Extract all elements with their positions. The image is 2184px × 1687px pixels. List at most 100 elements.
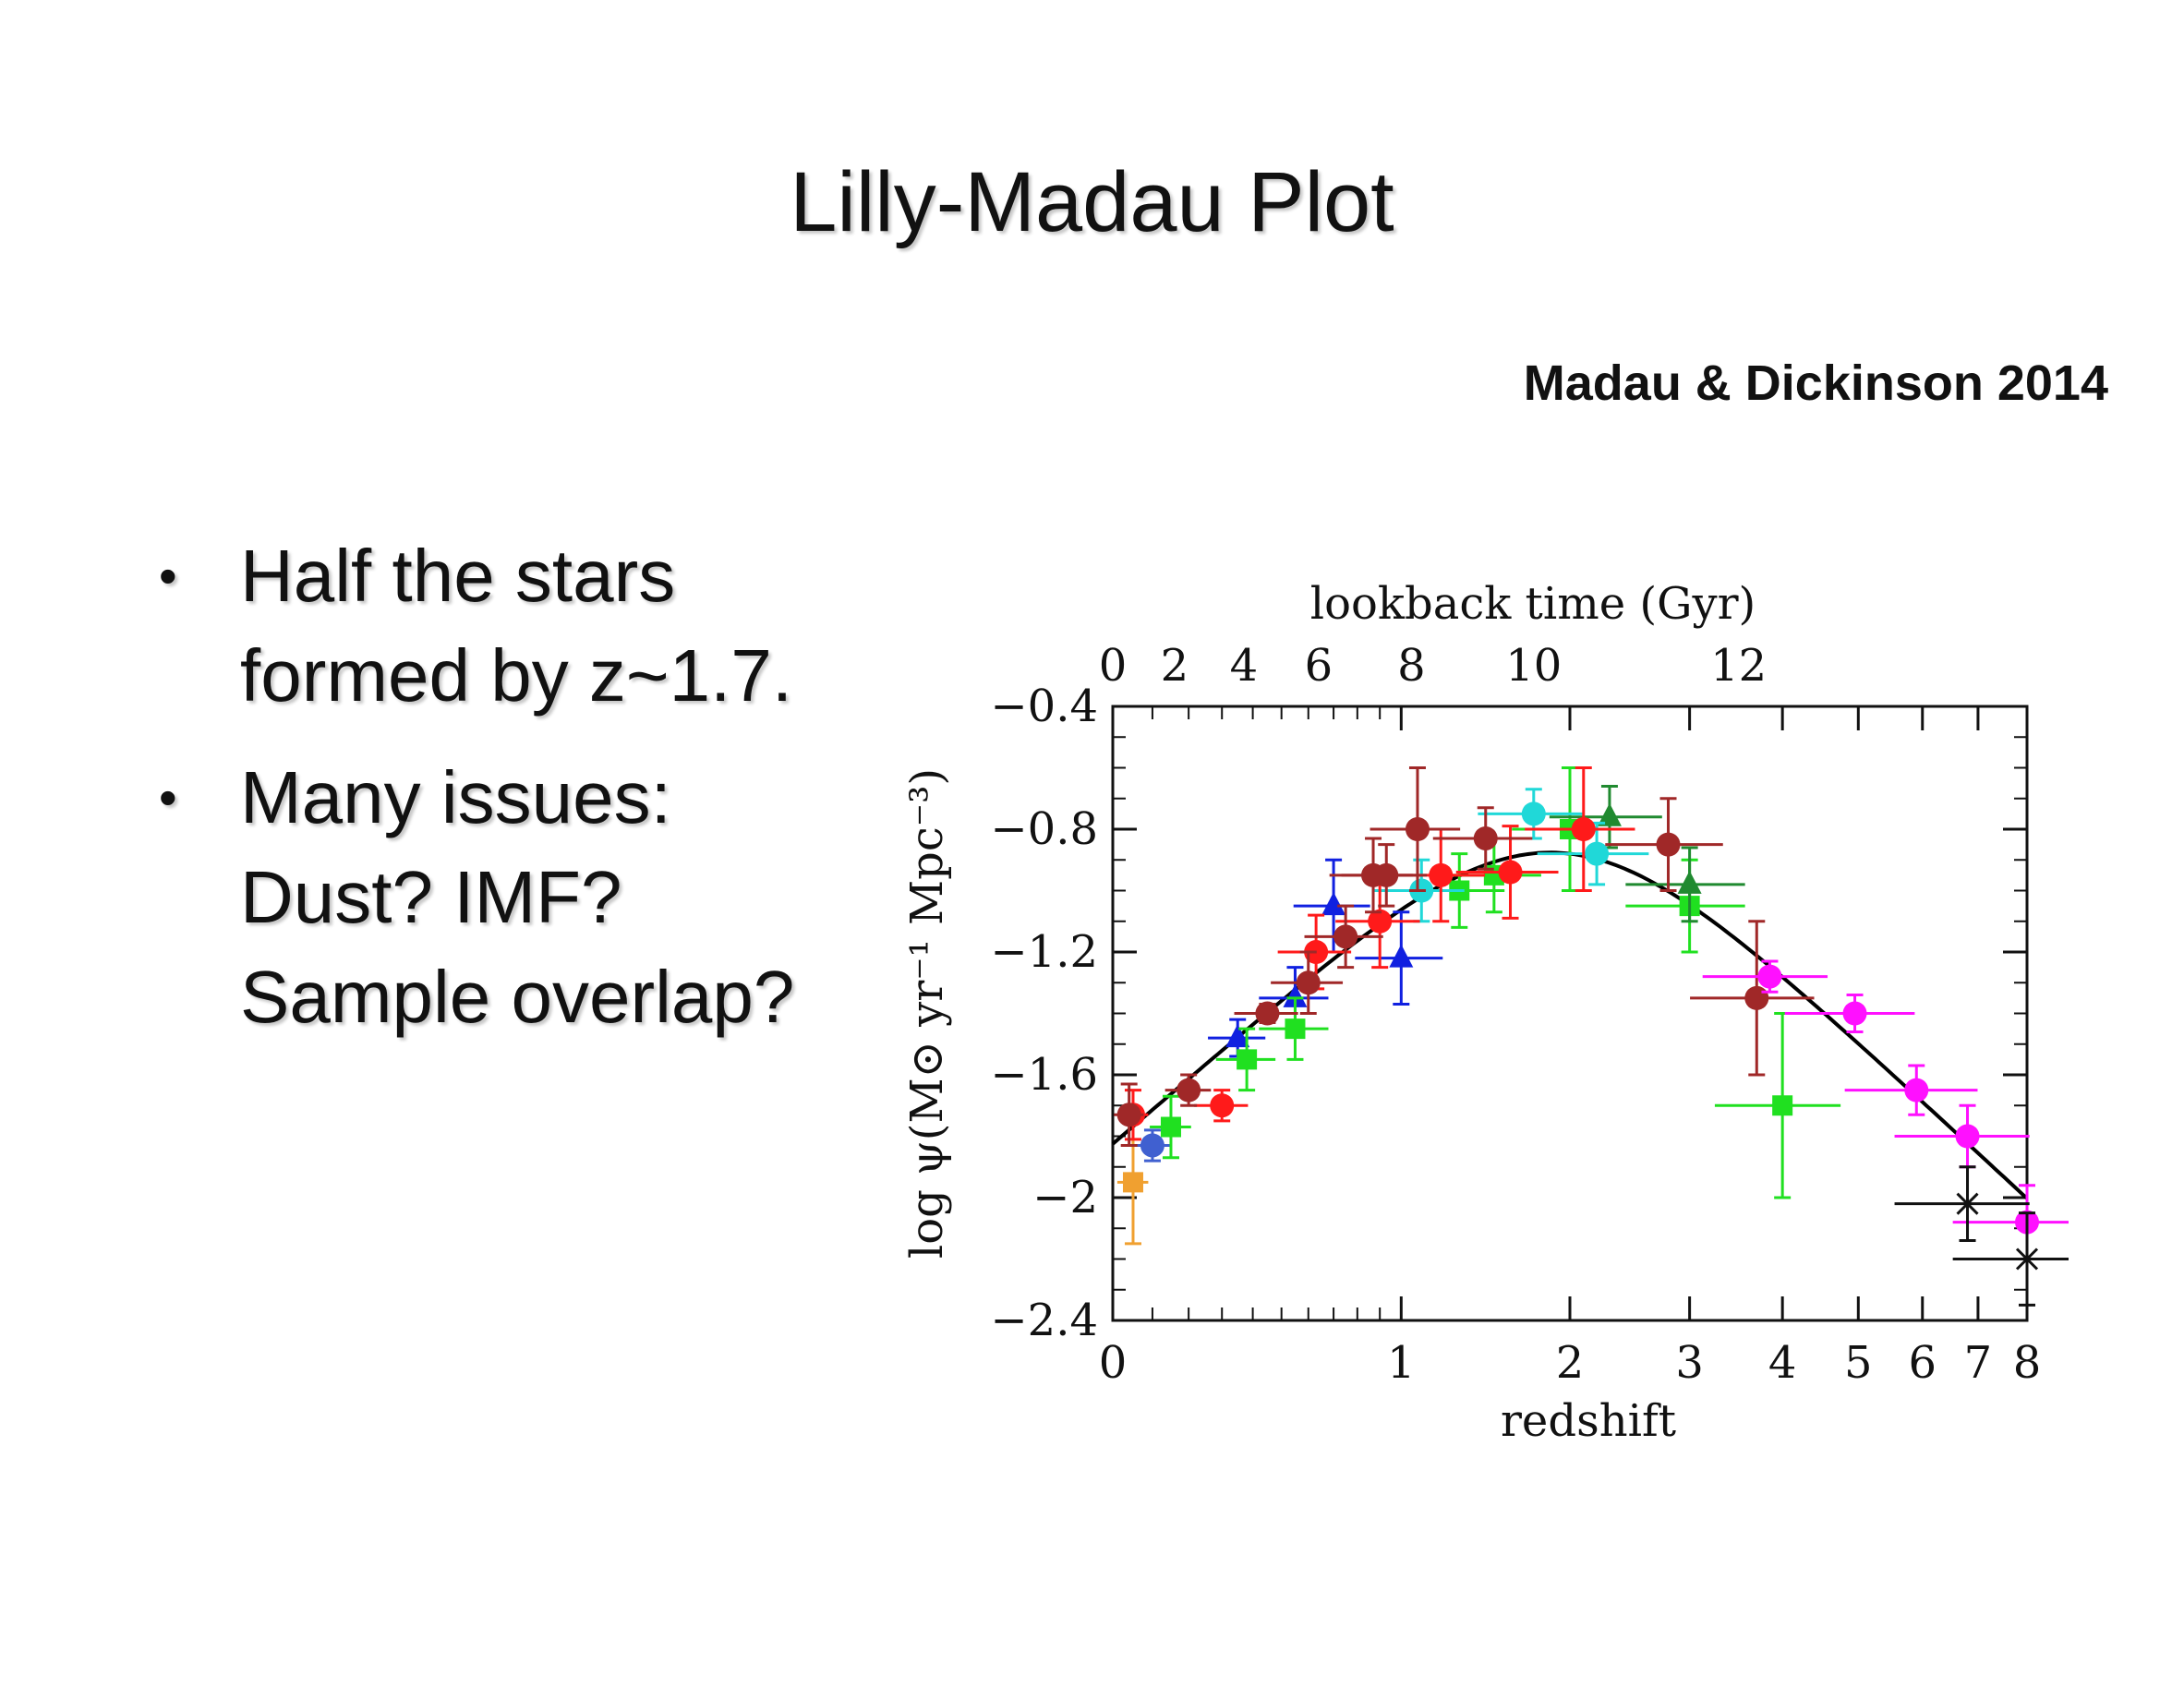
x2-tick-label: 4 bbox=[1230, 640, 1259, 692]
bullet-line: Sample overlap? bbox=[240, 956, 795, 1038]
data-point bbox=[1894, 1165, 2030, 1243]
data-point bbox=[1952, 1211, 2069, 1307]
marker-triangle bbox=[1225, 1024, 1250, 1048]
x2-tick-label: 0 bbox=[1099, 640, 1128, 692]
data-point bbox=[1844, 1064, 1978, 1116]
data-point bbox=[1370, 766, 1461, 892]
data-point bbox=[1194, 1089, 1249, 1123]
bullet-line: Half the stars bbox=[240, 535, 676, 617]
x2-tick-label: 8 bbox=[1397, 640, 1426, 692]
marker-circle bbox=[1757, 964, 1782, 989]
data-point bbox=[1355, 910, 1443, 1006]
marker-circle bbox=[1585, 841, 1610, 866]
data-point bbox=[1549, 784, 1662, 850]
y-tick-label: −0.4 bbox=[990, 681, 1098, 732]
x-tick-label: 8 bbox=[2013, 1337, 2042, 1389]
marker-circle bbox=[1429, 862, 1454, 887]
data-point bbox=[1116, 1119, 1149, 1246]
marker-circle bbox=[1374, 862, 1399, 887]
x-tick-label: 0 bbox=[1099, 1337, 1128, 1389]
marker-circle bbox=[1521, 801, 1546, 826]
slide-title: Lilly-Madau Plot bbox=[790, 154, 1394, 249]
marker-square bbox=[1122, 1172, 1143, 1193]
y-tick-label: −0.8 bbox=[990, 803, 1098, 855]
x2-tick-label: 10 bbox=[1505, 640, 1562, 692]
marker-square bbox=[1160, 1116, 1181, 1138]
marker-square bbox=[1772, 1095, 1793, 1116]
x2-tick-label: 6 bbox=[1305, 640, 1333, 692]
data-point bbox=[1537, 821, 1649, 886]
data-point bbox=[1234, 1001, 1298, 1026]
y-axis-label: log ψ(M⊙ yr⁻¹ Mpc⁻³) bbox=[901, 768, 953, 1259]
data-point bbox=[1259, 996, 1329, 1061]
marker-circle bbox=[1255, 1001, 1280, 1026]
marker-circle bbox=[1210, 1093, 1235, 1118]
marker-circle bbox=[1744, 985, 1769, 1010]
marker-circle bbox=[1473, 825, 1498, 850]
bullet-item: • Many issues: Dust? IMF? Sample overlap… bbox=[150, 748, 997, 1047]
data-point bbox=[1341, 843, 1428, 908]
marker-circle bbox=[1571, 817, 1596, 841]
data-point bbox=[1304, 904, 1383, 970]
y-tick-label: −2.4 bbox=[990, 1295, 1098, 1346]
marker-triangle bbox=[1677, 870, 1702, 894]
data-point bbox=[1455, 825, 1559, 920]
x2-tick-label: 2 bbox=[1161, 640, 1189, 692]
marker-circle bbox=[1904, 1078, 1929, 1103]
data-point bbox=[1133, 1128, 1171, 1163]
data-point bbox=[1714, 1012, 1841, 1199]
data-point bbox=[1894, 1103, 2030, 1169]
bullet-line: Many issues: bbox=[240, 756, 671, 838]
x-tick-label: 5 bbox=[1844, 1337, 1873, 1389]
marker-triangle bbox=[1283, 983, 1308, 1007]
data-point bbox=[1150, 1094, 1191, 1160]
data-point bbox=[1271, 950, 1344, 1015]
y-tick-label: −2 bbox=[1032, 1172, 1098, 1223]
data-point bbox=[1215, 1027, 1276, 1092]
bullet-list: • Half the stars formed by z~1.7. • Many… bbox=[150, 526, 997, 1069]
y-tick-label: −1.2 bbox=[990, 926, 1098, 978]
x-tick-label: 4 bbox=[1768, 1337, 1797, 1389]
marker-circle bbox=[1405, 817, 1430, 841]
x-tick-label: 7 bbox=[1964, 1337, 1993, 1389]
data-point bbox=[1625, 858, 1745, 954]
data-point bbox=[1784, 994, 1915, 1033]
marker-circle bbox=[1140, 1133, 1164, 1158]
data-point bbox=[1605, 797, 1723, 892]
marker-triangle bbox=[1597, 802, 1622, 826]
y-tick-label: −1.6 bbox=[990, 1049, 1098, 1101]
data-point bbox=[1702, 959, 1828, 994]
data-point bbox=[1164, 1073, 1212, 1107]
data-point bbox=[1208, 1018, 1266, 1058]
data-point bbox=[1525, 766, 1635, 892]
marker-circle bbox=[1296, 970, 1321, 995]
marker-circle bbox=[1333, 924, 1358, 949]
marker-circle bbox=[1116, 1103, 1141, 1127]
data-point bbox=[1625, 846, 1745, 923]
x-tick-label: 3 bbox=[1675, 1337, 1704, 1389]
fit-curve bbox=[1111, 850, 2029, 1200]
citation: Madau & Dickinson 2014 bbox=[1523, 355, 2108, 411]
bullet-item: • Half the stars formed by z~1.7. bbox=[150, 526, 997, 726]
x2-axis-label: lookback time (Gyr) bbox=[1310, 578, 1756, 630]
bullet-line: formed by z~1.7. bbox=[240, 634, 793, 717]
marker-triangle bbox=[1321, 892, 1346, 916]
marker-circle bbox=[1498, 860, 1523, 885]
x-axis-label: redshift bbox=[1501, 1395, 1676, 1447]
bullet-dot: • bbox=[159, 547, 177, 605]
marker-cross bbox=[1956, 1192, 1979, 1215]
x2-tick-label: 12 bbox=[1710, 640, 1767, 692]
data-point bbox=[1432, 806, 1533, 871]
marker-circle bbox=[1368, 909, 1393, 934]
data-point bbox=[1114, 1082, 1144, 1147]
marker-circle bbox=[1955, 1124, 1980, 1149]
marker-square bbox=[1237, 1049, 1258, 1070]
marker-triangle bbox=[1389, 944, 1414, 968]
marker-circle bbox=[1842, 1001, 1867, 1026]
bullet-line: Dust? IMF? bbox=[240, 856, 622, 938]
x-tick-label: 6 bbox=[1908, 1337, 1937, 1389]
data-point bbox=[1690, 920, 1815, 1077]
x-tick-label: 1 bbox=[1387, 1337, 1416, 1389]
data-point bbox=[1335, 874, 1420, 970]
bullet-dot: • bbox=[159, 768, 177, 826]
